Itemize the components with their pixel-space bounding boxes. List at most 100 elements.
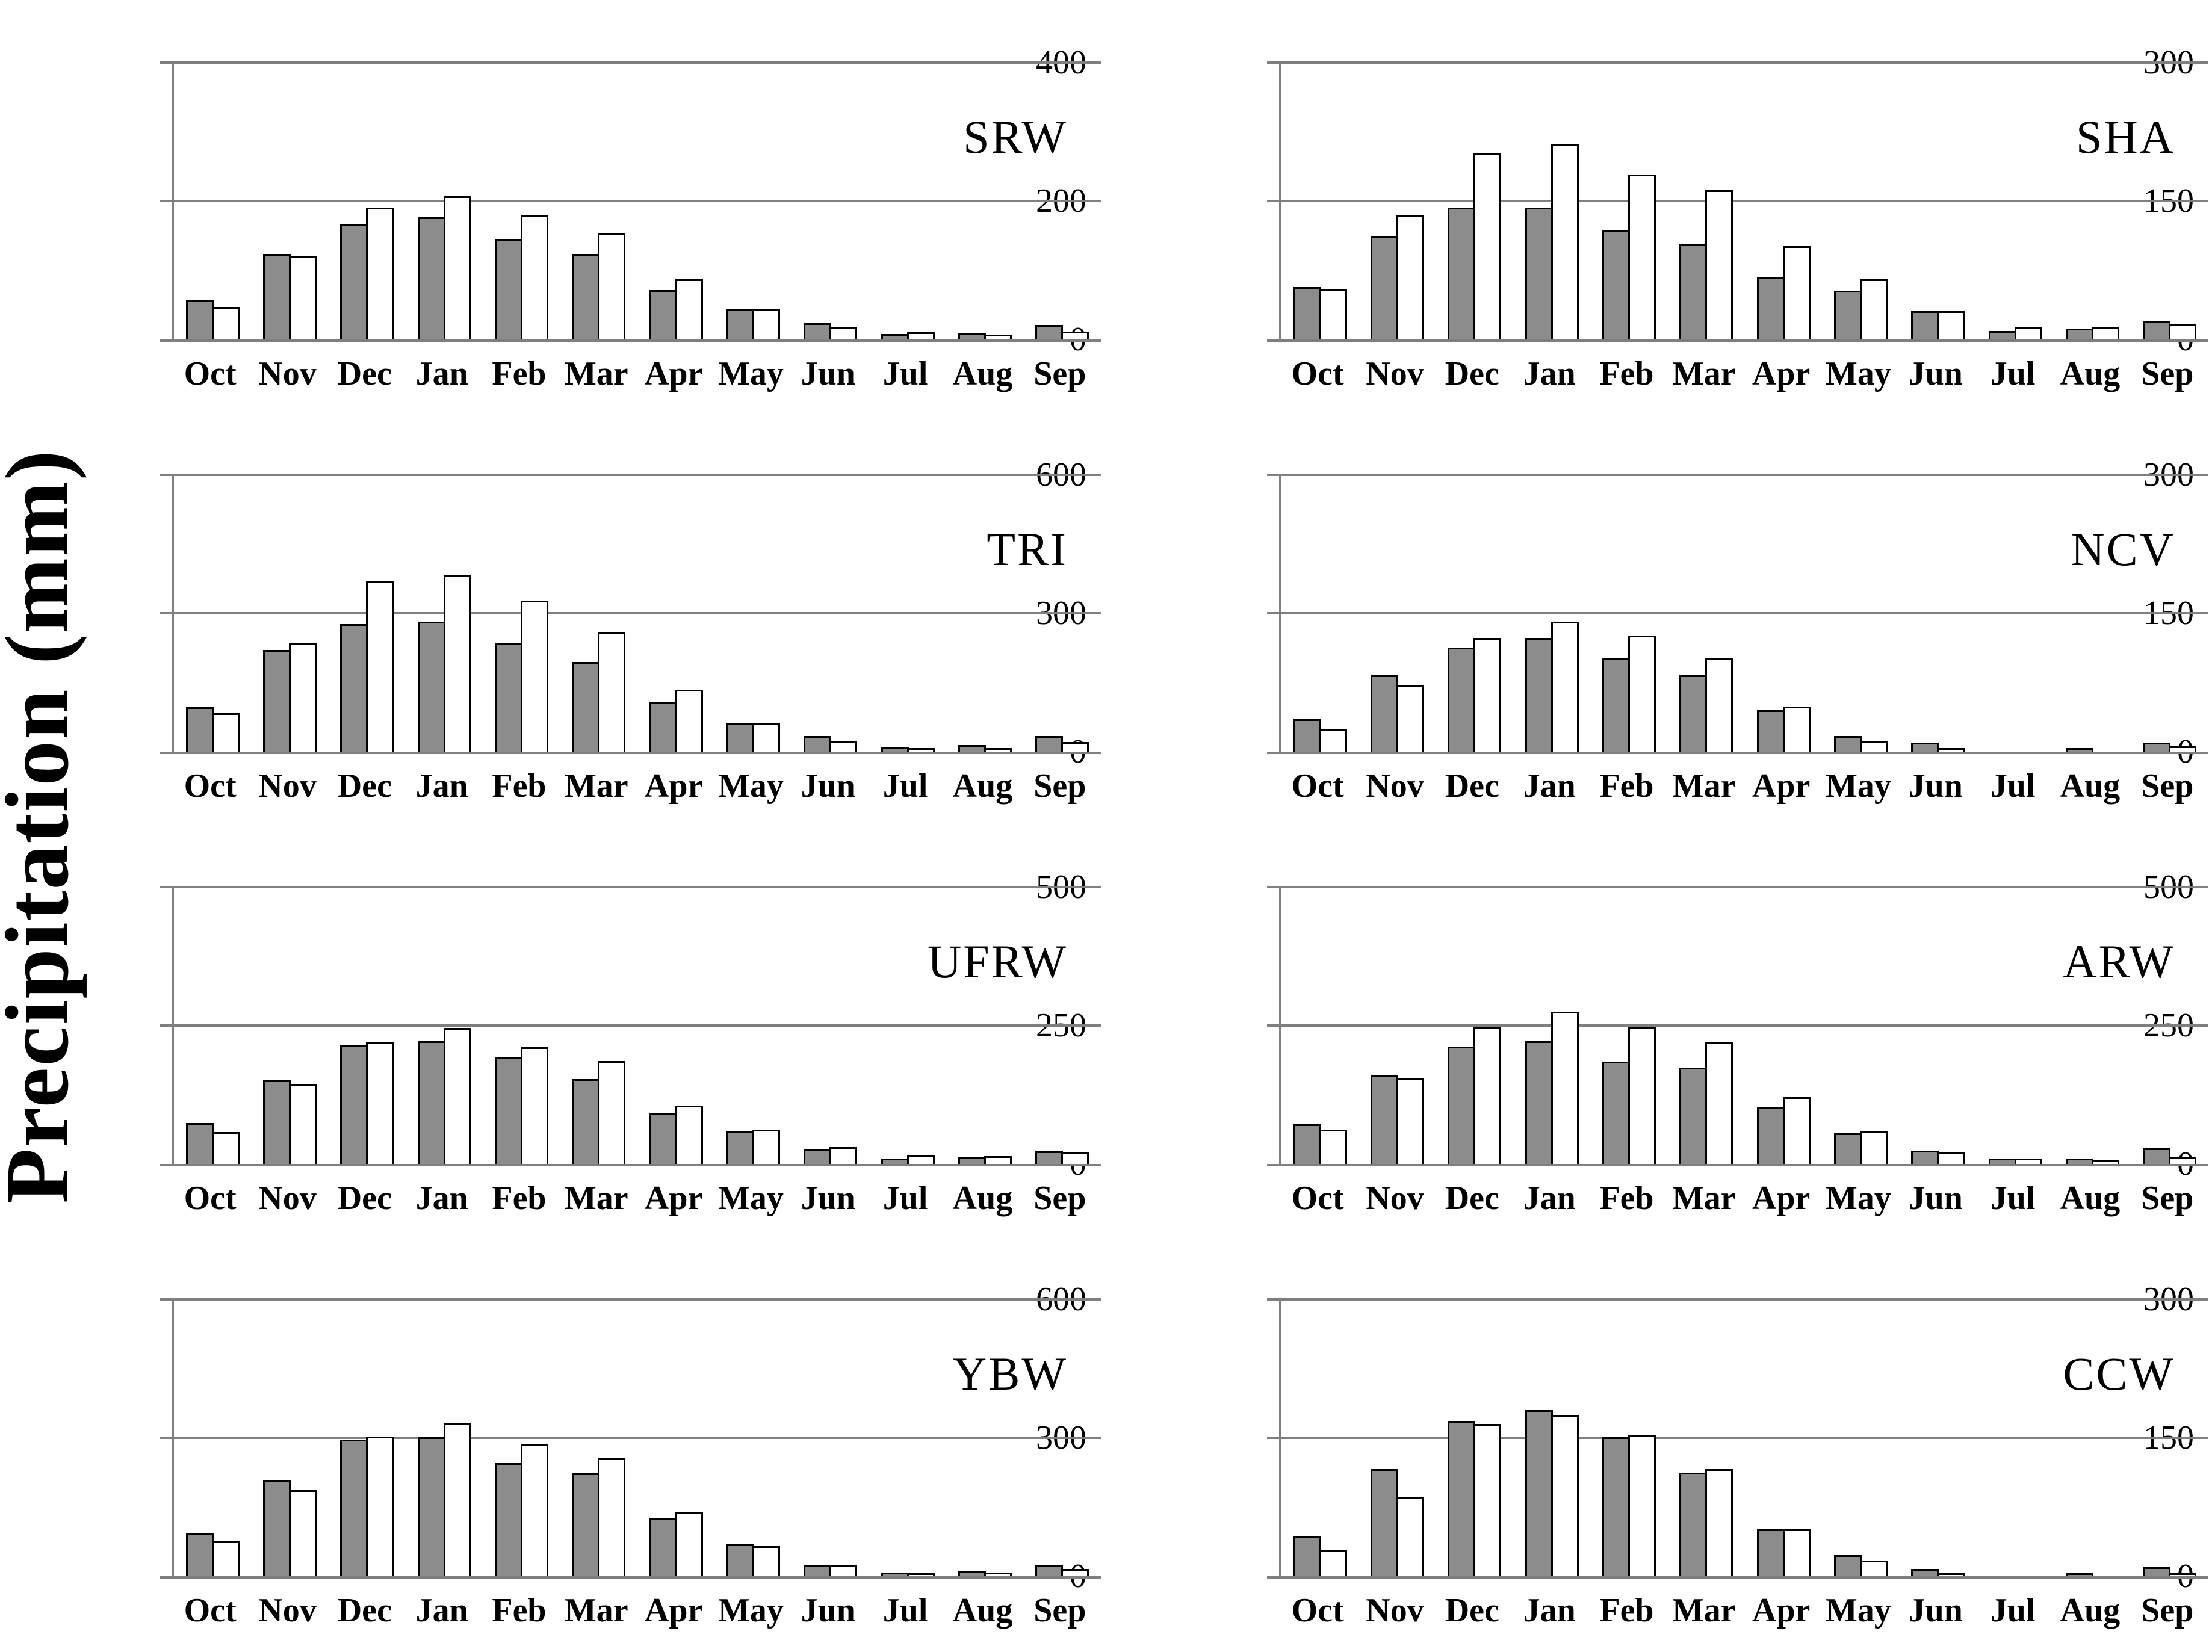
month-group bbox=[1977, 887, 2054, 1164]
chart-panel-tri: 600 300 0 TRI Oct Nov Dec Jan Feb Mar Apr May Ju… bbox=[69, 415, 1104, 827]
month-group bbox=[637, 475, 714, 752]
month-group bbox=[1281, 475, 1358, 752]
bar-gray bbox=[572, 1473, 600, 1576]
month-label: Jul bbox=[1990, 767, 2036, 805]
bar-gray bbox=[262, 650, 291, 752]
bar-gray bbox=[881, 747, 909, 752]
month-group bbox=[1436, 63, 1513, 339]
month-group bbox=[792, 1299, 869, 1576]
month-label: Nov bbox=[258, 1180, 317, 1217]
bar-white bbox=[2169, 324, 2197, 339]
bar-gray bbox=[1679, 244, 1708, 339]
bar-gray bbox=[572, 254, 600, 339]
bar-gray bbox=[1293, 287, 1321, 339]
month-label: Jul bbox=[1990, 355, 2036, 392]
month-group bbox=[406, 1299, 483, 1576]
month-group bbox=[1436, 1299, 1513, 1576]
month-group bbox=[2131, 63, 2208, 339]
month-group bbox=[946, 1299, 1023, 1576]
bar-white bbox=[829, 741, 858, 752]
gridline bbox=[160, 612, 1101, 614]
month-group bbox=[792, 63, 869, 339]
bar-gray bbox=[1911, 311, 1939, 339]
bar-white bbox=[1319, 289, 1347, 339]
bar-white bbox=[752, 309, 780, 339]
chart-panel-sha: 300 150 0 SHA Oct Nov Dec Jan Feb Mar Apr May Ju… bbox=[1177, 2, 2212, 415]
month-group bbox=[1668, 887, 1745, 1164]
bar-white bbox=[520, 601, 548, 752]
bar-gray bbox=[262, 254, 291, 339]
month-group bbox=[1590, 887, 1667, 1164]
bar-white bbox=[1937, 1573, 1965, 1576]
bar-white bbox=[1628, 1027, 1656, 1164]
month-group bbox=[2054, 887, 2131, 1164]
chart-title: SHA bbox=[2075, 111, 2175, 163]
gridline bbox=[1267, 200, 2208, 202]
axis-tick bbox=[1267, 752, 1281, 754]
month-group bbox=[1900, 475, 1977, 752]
month-group bbox=[2054, 1299, 2131, 1576]
bar-white bbox=[1396, 215, 1424, 339]
plot-area: YBW bbox=[160, 1298, 1101, 1579]
month-label: Jun bbox=[1908, 1592, 1963, 1629]
gridline bbox=[1267, 474, 2208, 476]
month-group bbox=[174, 63, 251, 339]
month-label: Oct bbox=[1291, 1592, 1344, 1629]
bar-white bbox=[675, 1106, 703, 1164]
gridline bbox=[1267, 612, 2208, 614]
month-label: Mar bbox=[564, 355, 628, 392]
month-group bbox=[1590, 63, 1667, 339]
bar-gray bbox=[262, 1480, 291, 1576]
month-label: Dec bbox=[1445, 1592, 1499, 1629]
bar-white bbox=[211, 1541, 240, 1576]
month-label: Jul bbox=[882, 355, 928, 392]
month-label: Apr bbox=[1752, 767, 1811, 805]
bar-gray bbox=[1370, 1075, 1398, 1164]
month-labels: Oct Nov Dec Jan Feb Mar Apr May Jun Jul Aug Sep bbox=[1279, 1591, 2206, 1631]
bar-white bbox=[1319, 1130, 1347, 1164]
month-group bbox=[1977, 475, 2054, 752]
bar-white bbox=[2014, 1159, 2042, 1164]
bar-white bbox=[675, 279, 703, 339]
bar-gray bbox=[649, 290, 677, 339]
month-group bbox=[174, 1299, 251, 1576]
bar-white bbox=[2091, 327, 2119, 339]
chart-panel-ybw: 600 300 0 YBW Oct Nov Dec Jan Feb Mar Apr May Ju… bbox=[69, 1239, 1104, 1651]
bar-gray bbox=[340, 1045, 368, 1164]
month-label: Apr bbox=[644, 355, 703, 392]
bars bbox=[1281, 887, 2208, 1164]
bar-gray bbox=[494, 239, 522, 339]
month-group bbox=[483, 63, 560, 339]
month-label: Apr bbox=[1752, 355, 1811, 392]
month-label: Nov bbox=[258, 767, 317, 805]
month-group bbox=[1745, 475, 1822, 752]
month-group bbox=[1900, 63, 1977, 339]
month-label: May bbox=[1826, 355, 1891, 392]
bar-white bbox=[2014, 327, 2042, 339]
bar-white bbox=[443, 1423, 471, 1576]
bar-white bbox=[520, 1444, 548, 1576]
gridline bbox=[1267, 1024, 2208, 1027]
month-label: Aug bbox=[952, 1180, 1013, 1217]
month-group bbox=[1822, 887, 1899, 1164]
month-group bbox=[869, 887, 946, 1164]
month-group bbox=[329, 63, 406, 339]
bar-white bbox=[906, 748, 935, 752]
month-group bbox=[1358, 887, 1436, 1164]
axis-tick bbox=[160, 1576, 174, 1579]
month-label: Nov bbox=[1366, 355, 1424, 392]
bar-white bbox=[211, 307, 240, 339]
bar-gray bbox=[1756, 277, 1785, 339]
bar-gray bbox=[1525, 1410, 1553, 1576]
bar-white bbox=[1551, 1012, 1579, 1164]
bar-white bbox=[1319, 729, 1347, 752]
month-label: May bbox=[718, 355, 784, 392]
bars bbox=[174, 1299, 1101, 1576]
month-group bbox=[2054, 63, 2131, 339]
bar-gray bbox=[1911, 1151, 1939, 1164]
bar-gray bbox=[804, 1565, 832, 1576]
bar-gray bbox=[2143, 1567, 2171, 1576]
month-group bbox=[1513, 475, 1590, 752]
month-group bbox=[2131, 1299, 2208, 1576]
bar-gray bbox=[2065, 329, 2093, 339]
